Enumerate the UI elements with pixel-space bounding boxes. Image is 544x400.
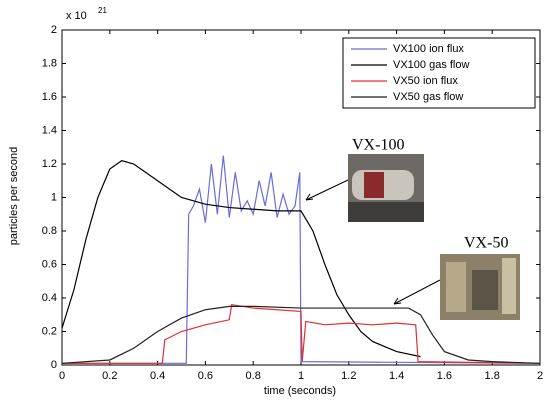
x-tick-label: 1 (298, 370, 304, 382)
annotation: VX-100 (352, 137, 404, 154)
photo-vx50 (440, 254, 520, 320)
legend-label: VX100 gas flow (393, 59, 469, 71)
y-tick-label: 1.6 (42, 91, 57, 103)
x-tick-label: 1.4 (389, 370, 404, 382)
y-tick-label: 1 (51, 191, 57, 203)
x-tick-label: 1.6 (437, 370, 452, 382)
y-tick-label: 0.2 (42, 325, 57, 337)
x-tick-label: 0.6 (198, 370, 213, 382)
legend-box (342, 37, 536, 109)
y-multiplier: x 10 (66, 10, 87, 22)
y-tick-label: 0.6 (42, 258, 57, 270)
x-tick-label: 1.2 (341, 370, 356, 382)
series-line (62, 155, 541, 364)
y-tick-label: 0.8 (42, 225, 57, 237)
legend-label: VX100 ion flux (393, 43, 464, 55)
series-line (61, 159, 421, 358)
x-tick-label: 0.2 (102, 370, 117, 382)
y-tick-label: 1.4 (42, 124, 57, 136)
series-line (62, 304, 541, 364)
y-tick-label: 1.8 (42, 57, 57, 69)
y-multiplier-exponent: 21 (98, 6, 107, 15)
x-tick-label: 0 (59, 370, 65, 382)
x-tick-label: 2 (537, 370, 543, 382)
y-axis-label: particles per second (8, 147, 20, 245)
y-tick-label: 0.4 (42, 292, 57, 304)
x-tick-label: 0.4 (150, 370, 165, 382)
x-axis-label: time (seconds) (264, 385, 336, 397)
y-tick-label: 0 (51, 359, 57, 371)
arrows (305, 179, 441, 305)
y-tick-label: 1.2 (42, 158, 57, 170)
annotation: VX-50 (464, 235, 508, 252)
legend-label: VX50 gas flow (393, 91, 463, 103)
photo-vx100 (348, 154, 424, 222)
series-line (61, 305, 541, 364)
x-tick-label: 1.8 (485, 370, 500, 382)
legend-label: VX50 ion flux (393, 75, 458, 87)
x-tick-label: 0.8 (246, 370, 261, 382)
legend: VX100 ion flux VX100 gas flow VX50 ion flu… (342, 37, 536, 109)
y-tick-label: 2 (51, 24, 57, 36)
